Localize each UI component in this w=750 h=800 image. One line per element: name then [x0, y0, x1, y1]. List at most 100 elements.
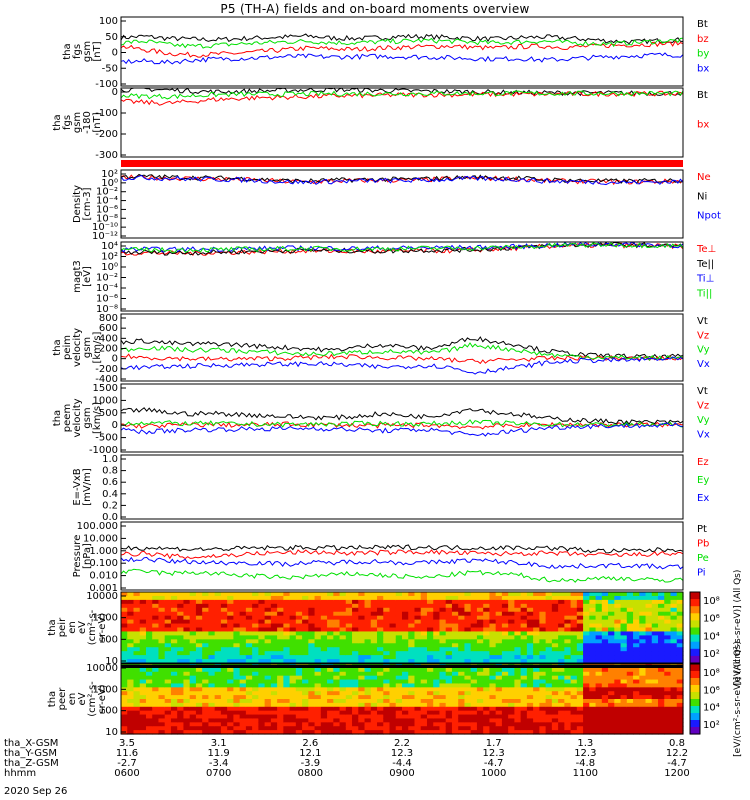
spectrogram-cell: [183, 722, 191, 727]
spectrogram-cell: [339, 619, 347, 625]
spectrogram-cell: [283, 691, 291, 696]
spectrogram-cell: [645, 679, 653, 685]
spectrogram-cell: [626, 730, 634, 735]
y-tick-label: 0.100: [89, 558, 118, 569]
spectrogram-cell: [558, 619, 565, 625]
spectrogram-cell: [439, 611, 447, 617]
spectrogram-cell: [121, 647, 128, 652]
spectrogram-cell: [658, 603, 665, 609]
spectrogram-cell: [239, 647, 247, 652]
spectrogram-cell: [414, 718, 422, 723]
spectrogram-cell: [464, 651, 472, 656]
spectrogram-cell: [189, 639, 197, 644]
spectrogram-cell: [239, 718, 247, 723]
spectrogram-cell: [414, 714, 422, 720]
spectrogram-cell: [208, 607, 216, 613]
colorbar-segment: [690, 671, 700, 679]
spectrogram-cell: [483, 699, 491, 704]
spectrogram-cell: [214, 675, 222, 681]
spectrogram-cell: [451, 615, 459, 621]
spectrogram-cell: [508, 671, 515, 677]
spectrogram-cell: [220, 699, 228, 704]
spectrogram-cell: [145, 659, 153, 664]
spectrogram-cell: [464, 718, 472, 723]
spectrogram-cell: [127, 706, 135, 712]
spectrogram-cell: [576, 607, 584, 613]
spectrogram-cell: [358, 619, 366, 625]
y-axis-label: tha: [52, 410, 63, 426]
colorbar-tick-label: 10⁴: [703, 703, 720, 714]
spectrogram-cell: [558, 667, 565, 673]
spectrogram-cell: [252, 651, 259, 656]
spectrogram-cell: [364, 699, 372, 704]
spectrogram-cell: [576, 683, 584, 688]
spectrogram-cell: [545, 603, 553, 609]
spectrogram-cell: [439, 643, 447, 648]
spectrogram-cell: [320, 607, 328, 613]
spectrogram-cell: [302, 643, 309, 648]
spectrogram-cell: [314, 730, 322, 735]
spectrogram-cell: [470, 695, 478, 700]
spectrogram-cell: [545, 706, 553, 712]
spectrogram-cell: [364, 691, 372, 696]
spectrogram-cell: [177, 627, 185, 633]
spectrogram-cell: [420, 623, 428, 629]
spectrogram-cell: [377, 627, 384, 633]
spectrogram-cell: [664, 695, 672, 700]
spectrogram-cell: [377, 595, 384, 601]
spectrogram-cell: [152, 702, 160, 708]
spectrogram-cell: [152, 623, 160, 629]
spectrogram-cell: [270, 611, 278, 617]
spectrogram-cell: [189, 699, 197, 704]
spectrogram-cell: [327, 639, 334, 644]
spectrogram-cell: [152, 667, 160, 673]
spectrogram-cell: [327, 667, 334, 673]
spectrogram-cell: [183, 607, 191, 613]
spectrogram-cell: [576, 639, 584, 644]
spectrogram-cell: [639, 595, 647, 601]
spectrogram-cell: [414, 643, 422, 648]
spectrogram-cell: [145, 643, 153, 648]
spectrogram-cell: [476, 599, 484, 605]
spectrogram-cell: [626, 710, 634, 716]
spectrogram-cell: [414, 603, 422, 609]
spectrogram-cell: [295, 611, 303, 617]
spectrogram-cell: [645, 647, 653, 652]
spectrogram-cell: [651, 702, 659, 708]
spectrogram-cell: [302, 635, 309, 640]
spectrogram-cell: [277, 631, 284, 636]
spectrogram-cell: [164, 702, 172, 708]
spectrogram-cell: [158, 718, 166, 723]
spectrogram-cell: [121, 599, 128, 605]
spectrogram-cell: [302, 619, 309, 625]
spectrogram-cell: [658, 647, 665, 652]
spectrogram-cell: [183, 592, 191, 597]
spectrogram-cell: [139, 683, 147, 688]
x-tick-value: 0800: [298, 768, 323, 779]
spectrogram-cell: [545, 671, 553, 677]
spectrogram-cell: [133, 702, 141, 708]
spectrogram-cell: [558, 699, 565, 704]
spectrogram-cell: [558, 659, 565, 664]
spectrogram-cell: [383, 710, 391, 716]
spectrogram-cell: [533, 702, 540, 708]
spectrogram-cell: [633, 659, 640, 664]
series-line-Bt: [120, 33, 684, 45]
spectrogram-cell: [283, 726, 291, 731]
spectrogram-cell: [345, 683, 353, 688]
spectrogram-cell: [520, 603, 528, 609]
spectrogram-cell: [370, 679, 378, 685]
spectrogram-cell: [320, 722, 328, 727]
spectrogram-cell: [245, 714, 253, 720]
series-line-Ti||: [120, 241, 684, 253]
spectrogram-cell: [564, 687, 572, 692]
spectrogram-cell: [383, 679, 391, 685]
spectrogram-cell: [664, 592, 672, 597]
spectrogram-cell: [639, 718, 647, 723]
spectrogram-cell: [601, 647, 609, 652]
spectrogram-cell: [402, 651, 409, 656]
spectrogram-cell: [558, 679, 565, 685]
spectrogram-cell: [545, 623, 553, 629]
spectrogram-cell: [133, 683, 141, 688]
spectrogram-cell: [183, 683, 191, 688]
